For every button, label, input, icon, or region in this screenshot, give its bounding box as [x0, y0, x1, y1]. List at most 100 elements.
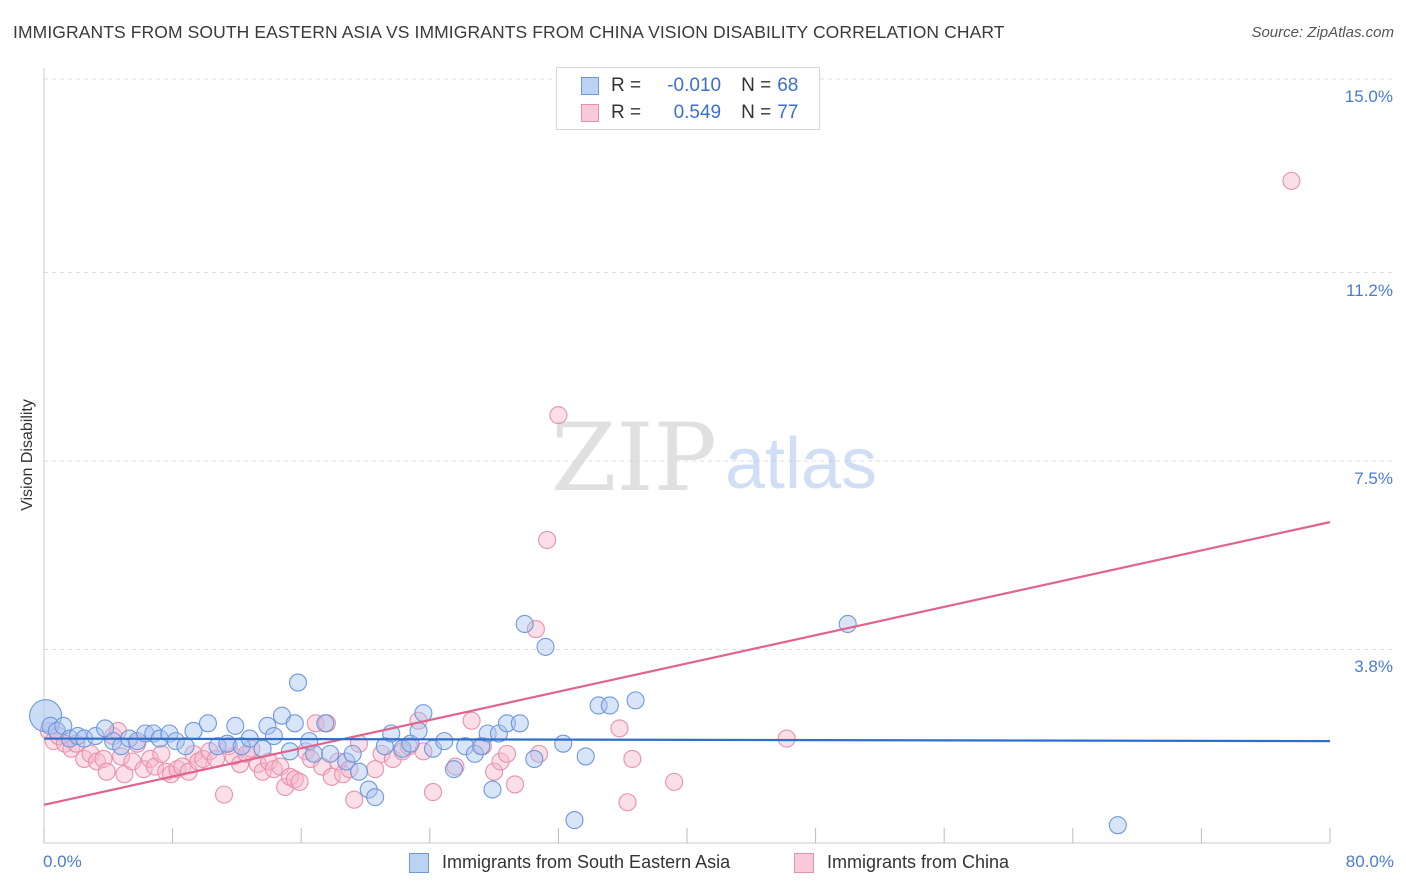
point-sea: [510, 714, 529, 733]
point-china: [168, 760, 187, 779]
point-sea: [337, 752, 356, 771]
point-china: [280, 767, 299, 786]
point-china: [497, 744, 517, 763]
point-sea: [515, 614, 534, 634]
point-sea: [86, 726, 105, 746]
point-china: [285, 770, 304, 789]
point-china: [485, 762, 504, 781]
point-china: [1282, 171, 1301, 190]
point-china: [549, 406, 568, 425]
legend-item-china: Immigrants from China: [794, 852, 1009, 873]
point-sea: [409, 721, 428, 740]
trend-lines: [43, 521, 1331, 806]
y-tick-label: 3.8%: [1354, 657, 1393, 677]
point-sea: [525, 749, 544, 769]
point-sea: [305, 744, 324, 763]
chart-title: IMMIGRANTS FROM SOUTH EASTERN ASIA VS IM…: [13, 22, 1005, 42]
point-sea: [321, 744, 340, 763]
legend-n-value: 68: [777, 75, 799, 96]
point-china: [423, 783, 443, 802]
point-china: [623, 749, 642, 769]
legend-row-china: R = 0.549 N = 77: [581, 100, 798, 126]
point-china: [253, 762, 272, 781]
point-sea: [226, 716, 245, 735]
legend-r-value: 0.549: [673, 102, 722, 123]
point-china: [345, 790, 364, 809]
trend-line-china: [43, 521, 1331, 806]
watermark-atlas: atlas: [725, 424, 877, 504]
point-china: [152, 744, 171, 763]
legend-swatch-china: [794, 852, 814, 873]
legend-r-value: -0.010: [667, 75, 722, 96]
point-china: [538, 530, 557, 549]
point-china: [610, 719, 629, 738]
y-tick-label: 15.0%: [1344, 87, 1393, 106]
point-sea: [176, 737, 195, 756]
point-china: [505, 775, 525, 794]
legend-swatch-china: [581, 104, 599, 122]
legend-item-sea: Immigrants from South Eastern Asia: [409, 852, 730, 873]
legend-label-china: Immigrants from China: [827, 852, 1010, 872]
legend-r-label: R =: [611, 75, 642, 96]
point-china: [322, 767, 341, 786]
point-china: [134, 760, 153, 779]
point-sea: [359, 780, 378, 799]
point-sea: [166, 732, 185, 751]
point-china: [530, 744, 549, 763]
legend-n-label: N =: [741, 102, 772, 123]
point-sea: [288, 673, 308, 692]
point-sea: [600, 696, 619, 715]
point-china: [526, 620, 545, 639]
point-china: [97, 762, 116, 781]
point-china: [214, 785, 234, 804]
point-china: [115, 765, 134, 784]
point-sea: [285, 714, 304, 733]
point-sea: [350, 762, 369, 781]
point-sea: [626, 691, 645, 710]
point-sea: [258, 716, 277, 735]
point-china: [366, 760, 385, 779]
point-china: [462, 711, 481, 730]
point-sea: [483, 780, 502, 799]
point-sea: [316, 714, 335, 733]
point-sea: [198, 714, 218, 733]
legend-r-label: R =: [611, 102, 642, 123]
legend-n-label: N =: [741, 75, 772, 96]
point-china: [290, 772, 309, 791]
point-sea: [29, 699, 63, 733]
point-china: [194, 749, 213, 769]
point-sea: [576, 747, 595, 766]
point-sea: [343, 744, 362, 763]
legend-swatch-sea: [581, 77, 599, 95]
series-sea-points: [29, 614, 1127, 835]
point-sea: [554, 734, 573, 753]
source-credit: Source: ZipAtlas.com: [1251, 24, 1394, 41]
point-sea: [565, 811, 584, 830]
point-sea: [444, 760, 463, 779]
correlation-legend: R = -0.010 N = 68 R = 0.549 N = 77: [556, 67, 820, 130]
point-sea: [366, 788, 385, 807]
legend-swatch-sea: [409, 852, 429, 873]
legend-n-value: 77: [777, 102, 799, 123]
point-china: [777, 729, 796, 748]
point-sea: [456, 737, 475, 756]
x-tick-label-max: 80.0%: [1345, 852, 1394, 871]
y-tick-label: 7.5%: [1354, 469, 1393, 488]
legend-row-sea: R = -0.010 N = 68: [581, 73, 798, 99]
point-china: [112, 747, 131, 766]
point-china: [618, 793, 637, 812]
point-sea: [536, 637, 555, 656]
x-tick-label-min: 0.0%: [43, 852, 82, 871]
point-sea: [1108, 816, 1127, 835]
watermark: ZIP atlas: [551, 404, 877, 513]
point-sea: [96, 719, 115, 738]
point-sea: [497, 714, 517, 733]
gridlines: [44, 78, 1392, 650]
point-sea: [465, 744, 484, 763]
point-sea: [435, 732, 454, 751]
legend-label-sea: Immigrants from South Eastern Asia: [442, 852, 731, 872]
y-axis-label: Vision Disability: [19, 399, 36, 511]
watermark-zip: ZIP: [551, 404, 717, 513]
point-china: [276, 777, 295, 797]
